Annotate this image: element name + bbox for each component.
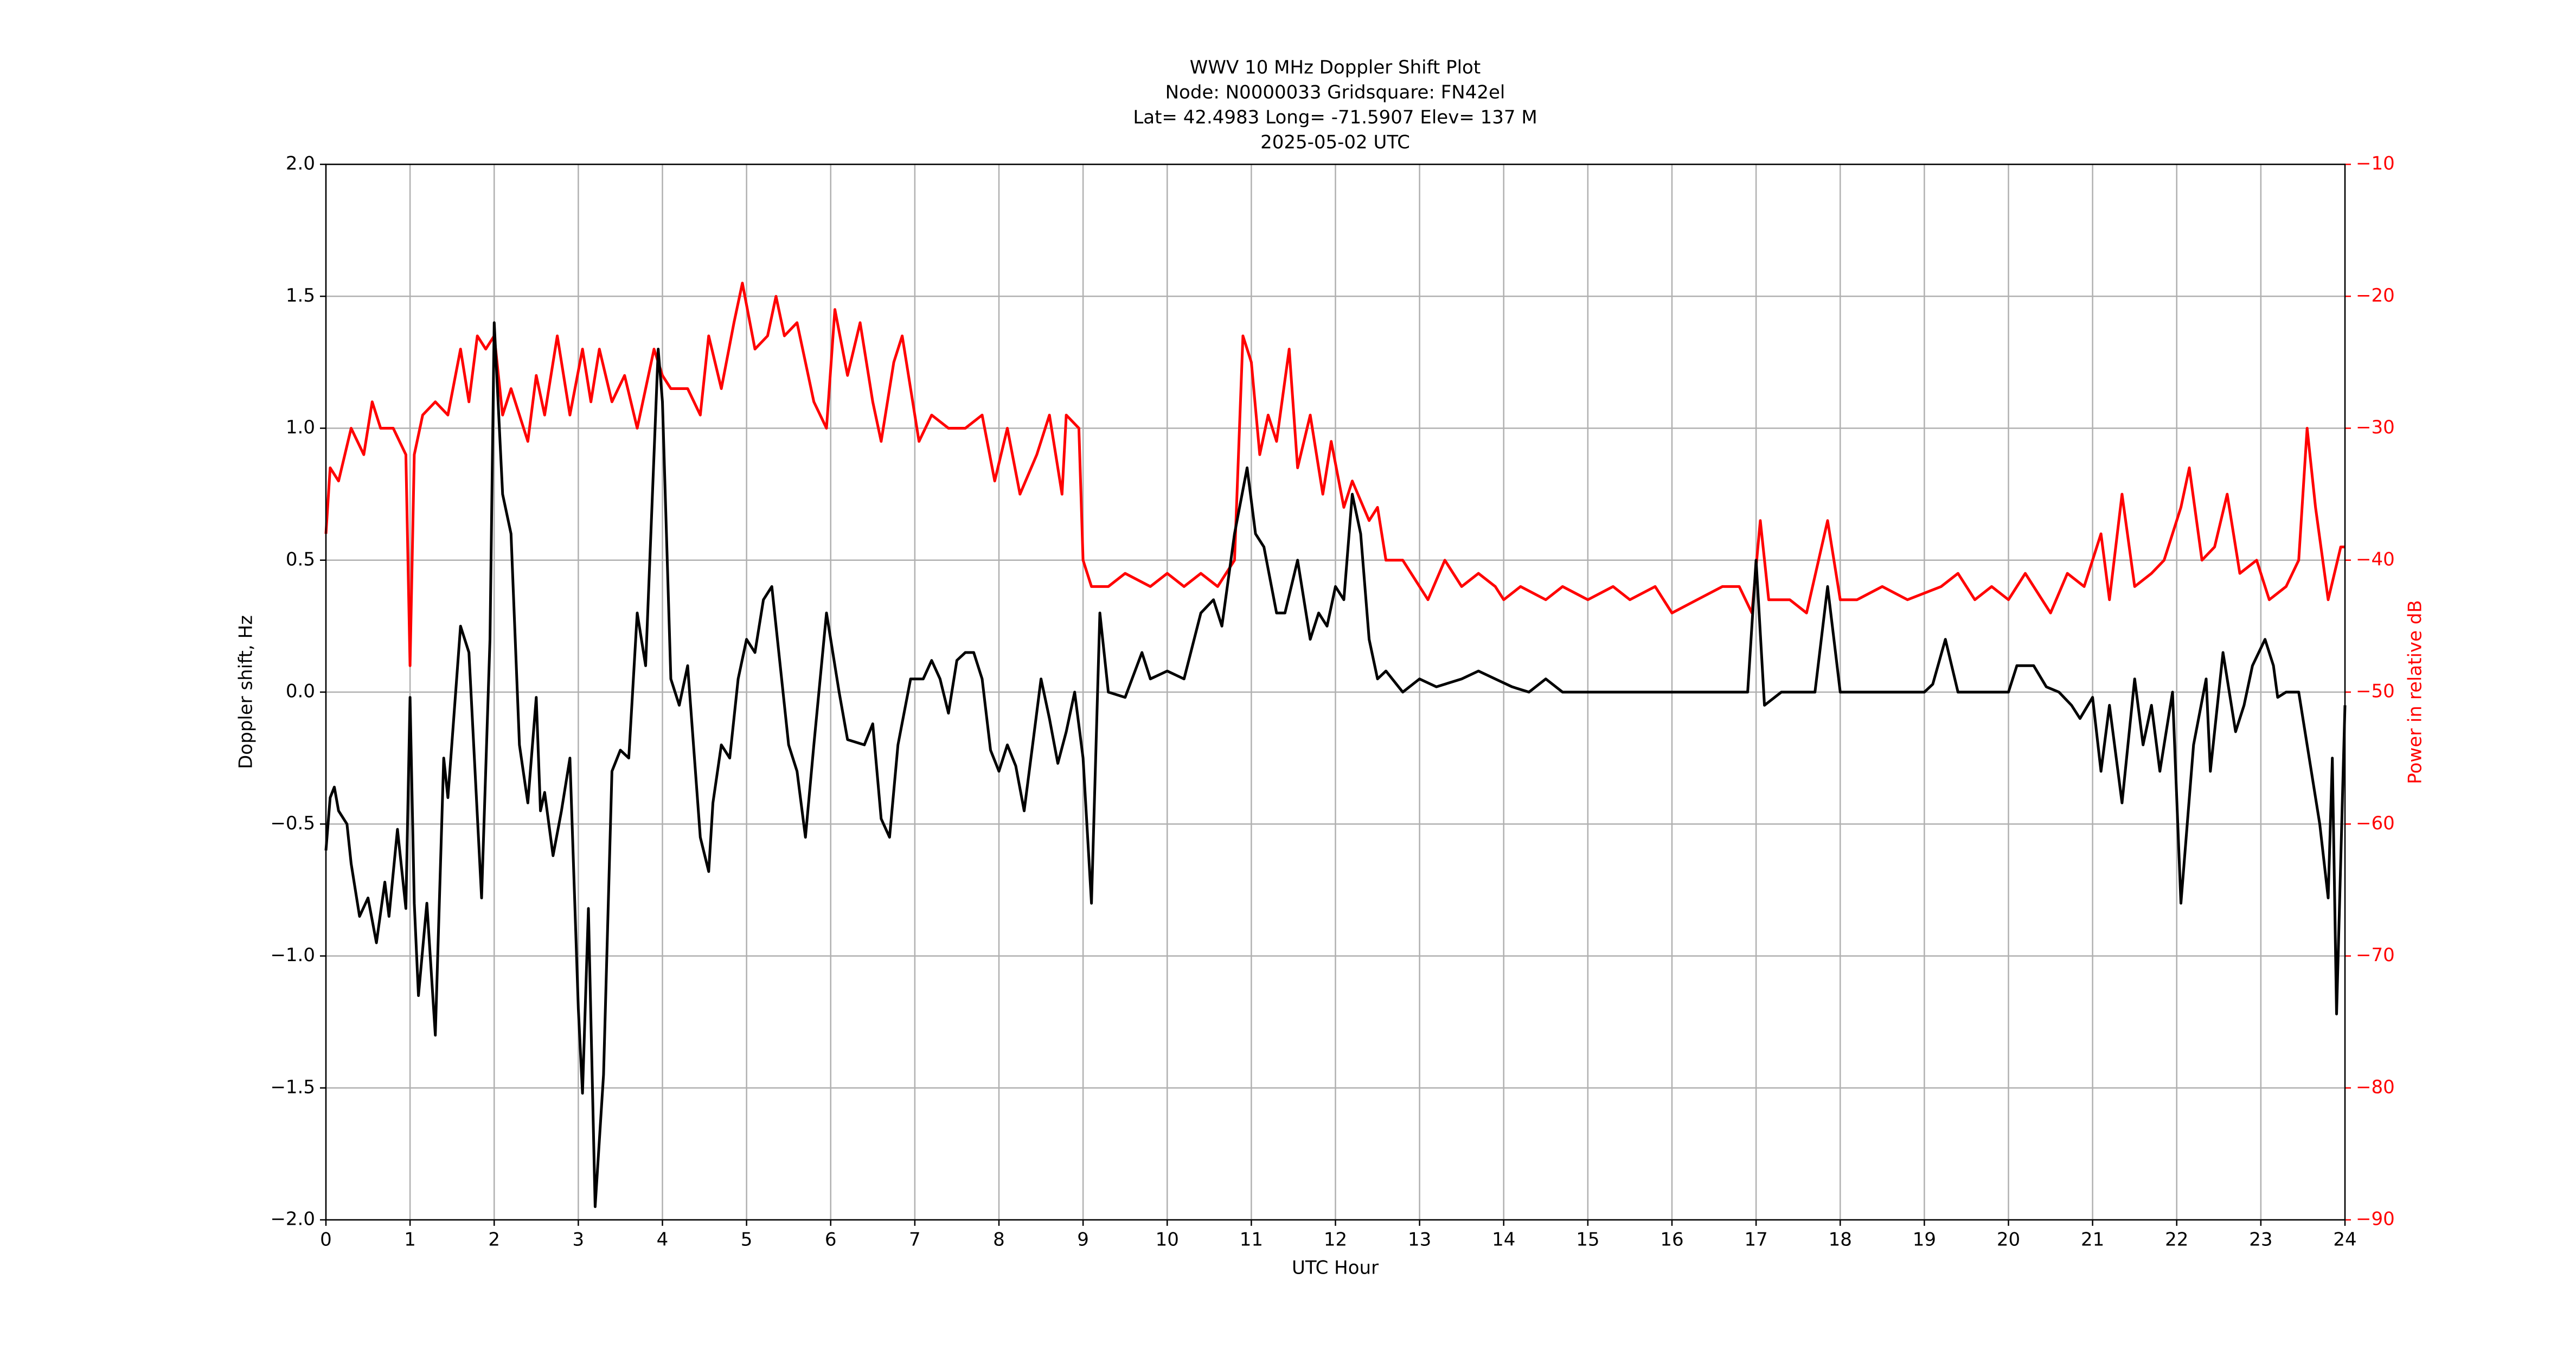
x-tick-label: 10: [1156, 1229, 1179, 1251]
y2-tick-label: −60: [2356, 813, 2395, 834]
y2-tick-label: −30: [2356, 417, 2395, 438]
y-axis-label: Doppler shift, Hz: [235, 615, 257, 769]
x-tick-label: 0: [320, 1229, 332, 1251]
x-tick-label: 22: [2165, 1229, 2188, 1251]
y-tick-label: 1.0: [286, 417, 315, 438]
x-tick-label: 21: [2081, 1229, 2104, 1251]
plot-frame: [325, 163, 2346, 1221]
chart-title: 2025-05-02 UTC: [1260, 132, 1410, 153]
x-tick-label: 13: [1408, 1229, 1431, 1251]
y-tick-label: 0.0: [286, 681, 315, 702]
x-tick-label: 15: [1576, 1229, 1599, 1251]
y2-tick-label: −90: [2356, 1208, 2395, 1230]
y-tick-label: −0.5: [270, 813, 315, 834]
x-axis-label: UTC Hour: [1292, 1257, 1379, 1279]
y-tick-label: 1.5: [286, 285, 315, 306]
x-tick-label: 11: [1240, 1229, 1263, 1251]
x-tick-label: 8: [993, 1229, 1005, 1251]
y-tick-label: −1.5: [270, 1076, 315, 1098]
x-tick-label: 19: [1913, 1229, 1936, 1251]
x-tick-label: 6: [825, 1229, 837, 1251]
x-tick-label: 20: [1997, 1229, 2020, 1251]
chart-title: Lat= 42.4983 Long= -71.5907 Elev= 137 M: [1133, 107, 1537, 129]
y-tick-label: 2.0: [286, 153, 315, 175]
x-tick-label: 16: [1660, 1229, 1683, 1251]
x-tick-label: 7: [909, 1229, 921, 1251]
x-tick-label: 2: [488, 1229, 500, 1251]
y-tick-label: 0.5: [286, 548, 315, 570]
y2-tick-label: −40: [2356, 548, 2395, 570]
x-tick-label: 17: [1744, 1229, 1767, 1251]
x-tick-label: 24: [2333, 1229, 2356, 1251]
x-tick-label: 1: [404, 1229, 416, 1251]
y2-tick-label: −20: [2356, 285, 2395, 306]
y2-tick-label: −10: [2356, 153, 2395, 175]
y2-axis-label: Power in relative dB: [2405, 600, 2426, 784]
x-tick-label: 9: [1077, 1229, 1089, 1251]
x-tick-label: 5: [741, 1229, 753, 1251]
chart-title: WWV 10 MHz Doppler Shift Plot: [1190, 57, 1481, 79]
x-tick-label: 12: [1324, 1229, 1347, 1251]
x-tick-label: 4: [657, 1229, 669, 1251]
x-tick-label: 18: [1829, 1229, 1852, 1251]
x-tick-label: 14: [1492, 1229, 1515, 1251]
chart-title: Node: N0000033 Gridsquare: FN42el: [1165, 82, 1505, 104]
x-tick-label: 23: [2249, 1229, 2272, 1251]
data-line: [324, 321, 2347, 1208]
y2-tick-label: −50: [2356, 681, 2395, 702]
data-line: [324, 282, 2345, 667]
y-tick-label: −2.0: [270, 1208, 315, 1230]
y2-tick-label: −70: [2356, 944, 2395, 966]
y-tick-label: −1.0: [270, 944, 315, 966]
y2-tick-label: −80: [2356, 1076, 2395, 1098]
x-tick-label: 3: [573, 1229, 585, 1251]
